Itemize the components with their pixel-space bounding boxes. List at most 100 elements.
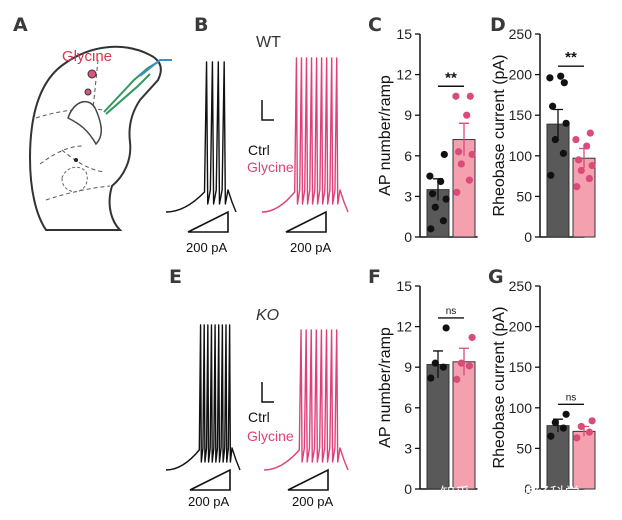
- point-c-ctrl-2: [431, 203, 439, 211]
- scale-bar-top: [261, 100, 274, 121]
- point-d-glycine-3: [588, 161, 596, 170]
- small-site-dot: [74, 158, 78, 162]
- y-tick-label-g-3: 150: [509, 359, 533, 375]
- y-tick-label-f-4: 12: [396, 319, 412, 335]
- error-bar-c-glycine: [459, 122, 469, 156]
- y-tick-label-f-5: 15: [396, 278, 412, 294]
- point-d-ctrl-4: [549, 102, 557, 110]
- ramp-label-wt-glycine: 200 pA: [290, 240, 332, 255]
- significance-label-g: ns: [566, 392, 577, 403]
- y-tick-label-d-1: 50: [516, 188, 532, 204]
- point-g-glycine-2: [577, 422, 585, 431]
- significance-label-c: **: [445, 69, 457, 86]
- chart-c: 0 3 6 9 12 15 AP number/ramp **: [377, 26, 478, 245]
- y-tick-label-g-5: 250: [509, 278, 533, 294]
- point-d-ctrl-2: [551, 135, 559, 144]
- point-c-glycine-1: [465, 176, 473, 184]
- legend-ctrl-top: Ctrl: [248, 142, 270, 158]
- error-bar-d-ctrl: [553, 108, 563, 139]
- y-tick-label-d-0: 0: [524, 229, 532, 245]
- ramp-wt-glycine: [285, 210, 327, 233]
- point-c-ctrl-1: [439, 217, 447, 225]
- point-d-ctrl-0: [547, 171, 555, 179]
- point-d-glycine-5: [583, 142, 591, 150]
- y-tick-label-d-4: 200: [509, 67, 533, 83]
- point-f-glycine-3: [468, 333, 476, 342]
- ramp-ko-ctrl: [189, 468, 231, 491]
- ko-title: KO: [256, 307, 279, 324]
- panel-letter-e: E: [169, 266, 182, 288]
- pipette-wire: [139, 59, 172, 77]
- y-axis-label-d: Rheobase current (pA): [491, 55, 508, 217]
- y-axis-label-c: AP number/ramp: [377, 75, 394, 196]
- legend-ctrl-bottom: Ctrl: [248, 409, 270, 425]
- bar-f-ctrl: [426, 363, 450, 490]
- legend-glycine-top: Glycine: [247, 159, 294, 175]
- point-c-ctrl-6: [426, 172, 434, 180]
- hippocampus-region: [67, 100, 102, 146]
- y-tick-label-c-5: 15: [396, 26, 412, 42]
- ramp-ko-glycine: [287, 468, 329, 491]
- y-tick-label-c-2: 6: [404, 148, 412, 164]
- legend-glycine-bottom: Glycine: [247, 428, 294, 444]
- trace-ko-ctrl: [165, 324, 241, 471]
- y-tick-label-d-3: 150: [509, 107, 533, 123]
- y-tick-label-g-1: 50: [516, 440, 532, 456]
- point-g-ctrl-0: [547, 432, 555, 440]
- point-f-ctrl-3: [442, 324, 450, 332]
- panel-letter-c: C: [368, 14, 382, 36]
- ramp-label-ko-glycine: 200 pA: [292, 494, 334, 509]
- wt-title: WT: [256, 34, 281, 51]
- traces-layer: [165, 57, 349, 491]
- point-d-glycine-0: [573, 183, 581, 191]
- point-d-glycine-6: [572, 135, 580, 144]
- point-c-ctrl-4: [429, 190, 437, 198]
- point-f-ctrl-0: [427, 374, 435, 382]
- point-d-ctrl-3: [562, 119, 570, 127]
- brain-slice-schematic: Glycine: [28, 45, 172, 231]
- y-tick-label-d-5: 250: [509, 26, 533, 42]
- y-tick-label-c-3: 9: [404, 107, 412, 123]
- trace-ko-glycine: [263, 329, 349, 471]
- point-f-glycine-2: [457, 359, 465, 367]
- y-tick-label-f-1: 3: [404, 440, 412, 456]
- point-d-glycine-1: [585, 174, 594, 183]
- y-axis-label-g: Rheobase current (pA): [491, 307, 508, 469]
- panel-letter-f: F: [368, 266, 381, 288]
- point-d-ctrl-6: [546, 74, 554, 82]
- point-c-glycine-3: [468, 150, 476, 159]
- y-tick-label-c-1: 3: [404, 188, 412, 204]
- significance-label-d: **: [565, 49, 577, 66]
- y-tick-label-g-0: 0: [524, 481, 532, 497]
- point-c-glycine-6: [452, 92, 460, 100]
- ramp-label-wt-ctrl: 200 pA: [186, 240, 228, 255]
- point-d-ctrl-7: [560, 79, 568, 87]
- point-f-glycine-1: [465, 362, 473, 370]
- point-g-ctrl-3: [562, 410, 570, 418]
- y-tick-label-g-2: 100: [509, 400, 533, 416]
- point-c-ctrl-5: [437, 177, 445, 186]
- glycine-site-dot: [87, 69, 97, 79]
- point-g-glycine-1: [585, 428, 594, 436]
- trace-wt-ctrl: [165, 61, 237, 213]
- panel-letter-g: G: [488, 266, 504, 288]
- y-tick-label-f-2: 6: [404, 400, 412, 416]
- panel-letter-a: A: [13, 14, 28, 36]
- watermark: 知乎 @逻辑神经科学: [440, 484, 580, 502]
- point-c-glycine-7: [466, 92, 474, 100]
- trace-wt-glycine: [261, 57, 349, 213]
- point-c-ctrl-0: [427, 225, 435, 233]
- y-tick-label-f-0: 0: [404, 481, 412, 497]
- point-g-glycine-3: [588, 417, 596, 425]
- y-tick-label-f-3: 9: [404, 359, 412, 375]
- point-c-glycine-4: [455, 148, 463, 156]
- scale-bar-bottom: [261, 382, 274, 403]
- y-tick-label-d-2: 100: [509, 148, 533, 164]
- y-axis-label-f: AP number/ramp: [377, 327, 394, 448]
- panel-letter-d: D: [490, 14, 506, 36]
- point-d-glycine-4: [575, 156, 583, 164]
- point-d-ctrl-1: [559, 149, 568, 157]
